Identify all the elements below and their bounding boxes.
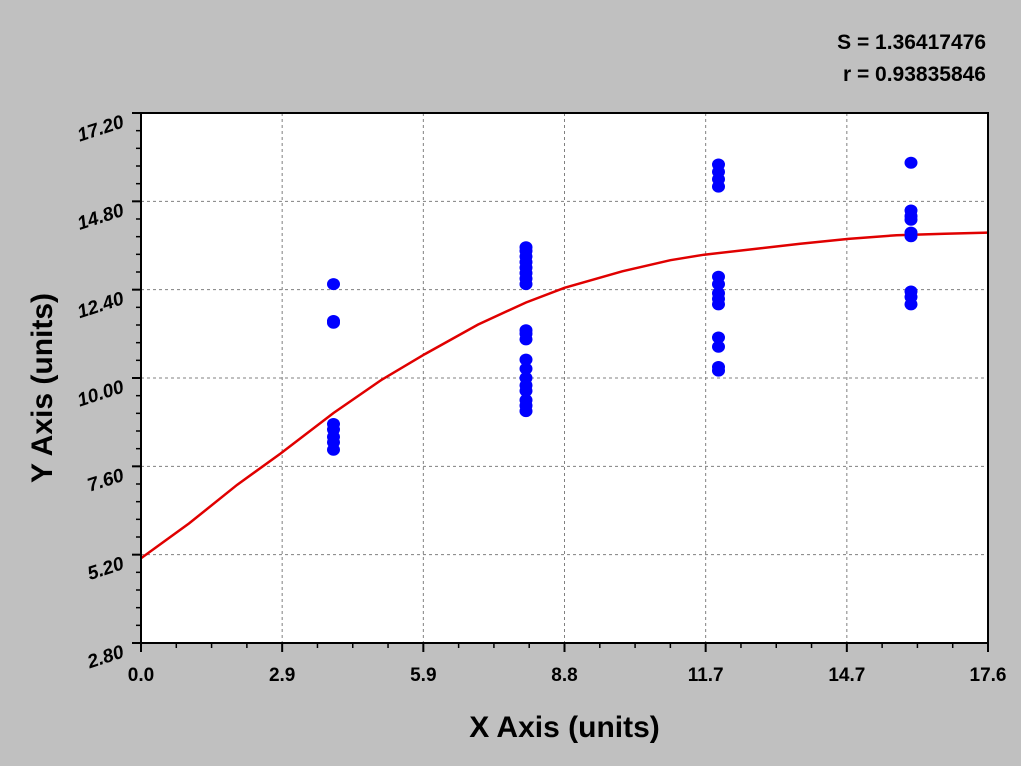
x-tick-label: 11.7 [688,665,724,686]
data-point [904,213,918,226]
fit-curve [140,231,989,560]
data-point [904,156,918,169]
stat-s-value: S = 1.36417476 [837,31,986,54]
data-point [327,278,340,291]
data-point [519,405,533,418]
data-point [712,340,725,353]
data-point [519,362,533,375]
grid-lines [141,113,988,643]
data-point [519,333,533,346]
fit-curve-layer [140,231,989,560]
data-point [519,384,533,397]
data-point [712,331,725,344]
data-point [519,353,533,366]
x-tick-label: 2.9 [269,665,295,686]
stat-r-value: r = 0.93835846 [843,63,986,86]
data-point [327,443,340,456]
data-point [712,180,725,193]
x-tick-label: 14.7 [828,665,865,686]
x-tick-label: 17.6 [970,665,1007,686]
x-tick-label: 5.9 [410,665,436,686]
data-point [712,278,725,291]
data-point [712,298,725,311]
x-tick-label: 8.8 [551,665,577,686]
data-points [327,156,918,456]
data-point [904,298,918,311]
x-tick-label: 0.0 [128,665,154,686]
data-point [904,230,918,243]
axis-ticks [132,112,989,652]
y-axis-title: Y Axis (units) [26,293,59,483]
x-axis-title: X Axis (units) [469,711,660,744]
data-point [712,364,725,377]
x-tick-labels: 0.0 2.9 5.9 8.8 11.7 14.7 17.6 [128,665,1007,686]
data-point [519,278,533,291]
data-point [327,316,340,329]
